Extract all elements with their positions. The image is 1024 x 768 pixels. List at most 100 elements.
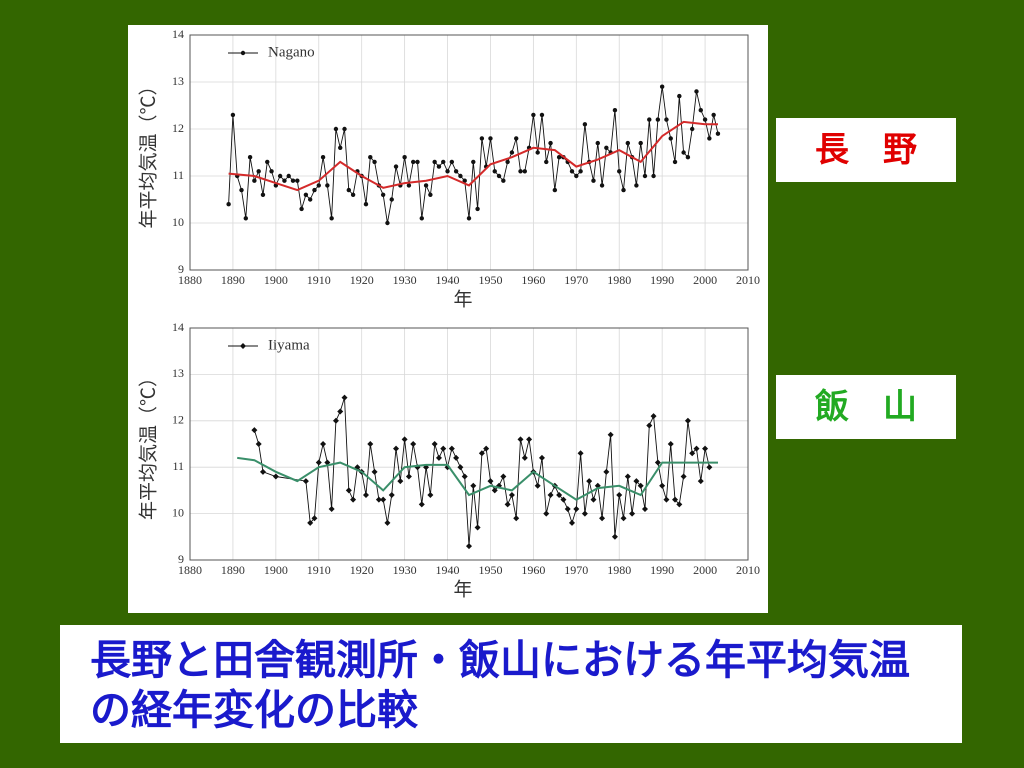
data-point bbox=[694, 89, 699, 94]
data-point bbox=[445, 169, 450, 174]
data-point bbox=[693, 445, 700, 452]
data-point bbox=[295, 178, 300, 183]
data-point bbox=[342, 126, 347, 132]
data-point bbox=[329, 216, 334, 221]
data-point bbox=[435, 454, 442, 461]
data-point bbox=[388, 492, 395, 499]
data-point bbox=[668, 136, 673, 141]
data-point bbox=[650, 413, 657, 420]
data-point bbox=[423, 183, 429, 188]
data-point bbox=[230, 112, 236, 118]
y-tick-label: 14 bbox=[172, 27, 184, 41]
data-point bbox=[436, 164, 442, 169]
data-point bbox=[411, 159, 416, 165]
smoothed-line bbox=[228, 120, 718, 192]
data-point bbox=[226, 202, 231, 207]
data-point bbox=[431, 441, 438, 447]
smoothed-line bbox=[237, 456, 718, 501]
data-point bbox=[655, 117, 661, 122]
x-tick-label: 1910 bbox=[307, 273, 331, 287]
data-point bbox=[448, 445, 455, 452]
data-point bbox=[603, 468, 610, 475]
data-point bbox=[509, 150, 515, 155]
data-point bbox=[526, 436, 533, 443]
data-point bbox=[332, 417, 339, 424]
data-point bbox=[302, 478, 309, 485]
data-point bbox=[307, 519, 314, 526]
data-point bbox=[513, 515, 520, 522]
data-point bbox=[368, 155, 373, 160]
x-tick-label: 1940 bbox=[436, 563, 460, 577]
data-point bbox=[518, 169, 523, 174]
data-point bbox=[505, 159, 510, 165]
data-point bbox=[552, 187, 558, 193]
data-point bbox=[405, 473, 412, 480]
data-point bbox=[514, 136, 519, 141]
y-tick-label: 10 bbox=[172, 215, 184, 229]
x-tick-label: 1960 bbox=[521, 563, 545, 577]
data-point bbox=[252, 178, 257, 183]
legend-marker bbox=[240, 343, 246, 349]
data-point bbox=[470, 482, 477, 489]
data-point bbox=[521, 454, 528, 461]
data-point bbox=[642, 173, 648, 179]
data-point bbox=[350, 496, 357, 503]
data-point bbox=[690, 126, 695, 132]
data-point bbox=[569, 169, 575, 174]
data-point bbox=[697, 478, 704, 485]
x-tick-label: 1970 bbox=[564, 273, 588, 287]
data-point bbox=[259, 468, 266, 475]
data-point bbox=[698, 108, 703, 113]
y-axis-label: 年平均気温（℃） bbox=[137, 76, 159, 228]
data-point bbox=[684, 417, 691, 424]
data-line bbox=[228, 86, 719, 224]
data-point bbox=[303, 192, 309, 197]
x-tick-label: 1960 bbox=[521, 273, 545, 287]
data-point bbox=[367, 441, 374, 447]
data-point bbox=[681, 150, 686, 155]
data-point bbox=[573, 505, 580, 512]
data-point bbox=[418, 501, 425, 508]
data-point bbox=[362, 492, 369, 499]
data-point bbox=[672, 496, 679, 503]
data-point bbox=[389, 197, 394, 202]
x-axis-label: 年 bbox=[453, 578, 472, 600]
data-point bbox=[466, 543, 472, 550]
data-point bbox=[607, 431, 614, 438]
data-point bbox=[654, 459, 661, 466]
data-point bbox=[256, 169, 261, 174]
data-point bbox=[290, 178, 296, 183]
legend-label: Nagano bbox=[268, 44, 315, 60]
data-point bbox=[338, 145, 343, 150]
data-point bbox=[251, 427, 258, 434]
data-point bbox=[611, 533, 618, 540]
data-point bbox=[590, 496, 597, 503]
data-point bbox=[440, 445, 447, 452]
data-point bbox=[401, 436, 408, 443]
data-point bbox=[581, 510, 588, 517]
data-point bbox=[346, 187, 352, 193]
data-point bbox=[492, 169, 497, 174]
data-point bbox=[621, 187, 626, 193]
data-point bbox=[543, 510, 550, 517]
plot-frame bbox=[189, 327, 749, 561]
x-tick-label: 1900 bbox=[264, 273, 288, 287]
data-point bbox=[478, 450, 485, 457]
data-point bbox=[620, 515, 627, 522]
data-point bbox=[651, 173, 656, 179]
data-point bbox=[646, 422, 653, 429]
data-point bbox=[667, 441, 674, 447]
data-point bbox=[372, 159, 377, 165]
data-point bbox=[260, 192, 266, 197]
data-point bbox=[560, 496, 567, 503]
data-point bbox=[501, 178, 506, 183]
data-point bbox=[715, 131, 721, 136]
data-point bbox=[547, 492, 554, 499]
y-tick-label: 12 bbox=[172, 413, 184, 427]
data-point bbox=[239, 187, 244, 193]
data-point bbox=[672, 159, 678, 165]
data-point bbox=[345, 487, 352, 494]
data-point bbox=[406, 183, 412, 188]
data-point bbox=[397, 478, 404, 485]
data-point bbox=[282, 178, 287, 183]
